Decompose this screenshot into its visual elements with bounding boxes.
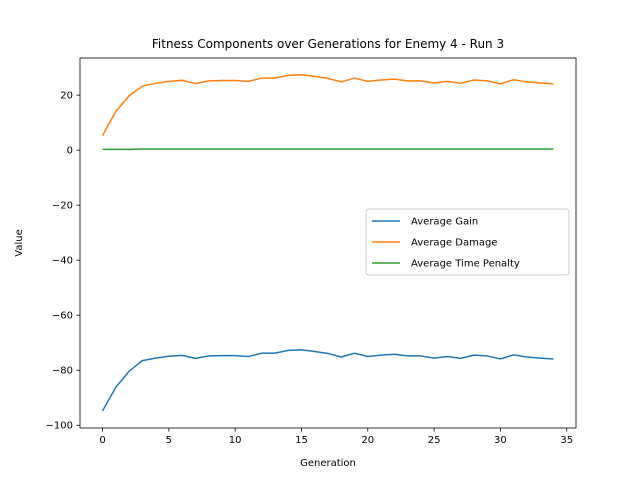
legend-box: [365, 208, 570, 276]
x-axis: 0 5 10 15 20 25 30 35: [99, 428, 573, 446]
x-axis-label: Generation: [300, 458, 356, 469]
legend-label-0: Average Gain: [411, 217, 478, 228]
y-tick-label: −20: [52, 201, 73, 212]
x-tick-label: 35: [560, 435, 573, 446]
legend: Average Gain Average Damage Average Time P…: [365, 208, 570, 276]
x-tick-label: 15: [295, 435, 308, 446]
y-tick-label: 0: [67, 146, 73, 157]
plot-lines: [101, 74, 554, 412]
x-tick-label: 5: [166, 435, 172, 446]
legend-label-1: Average Damage: [411, 238, 497, 249]
x-tick-label: 20: [361, 435, 374, 446]
legend-label-2: Average Time Penalty: [411, 259, 520, 270]
y-tick-label: −60: [52, 311, 73, 322]
x-tick-label: 10: [229, 435, 242, 446]
series-line-1: [101, 74, 554, 136]
chart-title: Fitness Components over Generations for …: [152, 37, 504, 51]
y-tick-label: 20: [60, 91, 73, 102]
x-tick-label: 25: [428, 435, 441, 446]
x-tick-label: 30: [494, 435, 507, 446]
x-tick-label: 0: [99, 435, 105, 446]
y-tick-label: −100: [46, 421, 73, 432]
y-axis: −100 −80 −60 −40 −20 0 20: [46, 91, 80, 432]
series-line-0: [101, 349, 554, 412]
plot-frame: [79, 57, 577, 429]
y-axis-label: Value: [14, 229, 25, 256]
y-tick-label: −80: [52, 366, 73, 377]
y-tick-label: −40: [52, 256, 73, 267]
